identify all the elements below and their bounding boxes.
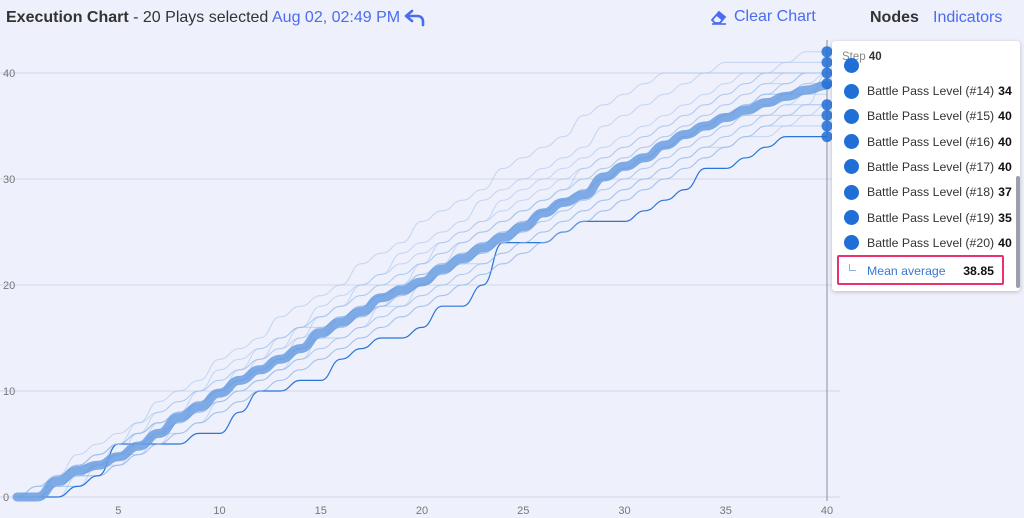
series-line bbox=[16, 72, 827, 498]
mean-average-label: Mean average bbox=[867, 264, 946, 278]
tooltip-row-clipped bbox=[832, 53, 1020, 77]
tab-indicators[interactable]: Indicators bbox=[933, 9, 1003, 26]
clear-chart-button[interactable]: Clear Chart bbox=[710, 8, 816, 26]
y-tick-label: 40 bbox=[3, 68, 15, 80]
series-value: 35 bbox=[998, 210, 1012, 225]
x-tick-label: 5 bbox=[115, 505, 121, 517]
series-line bbox=[17, 72, 828, 498]
tooltip-row: Battle Pass Level (#14) 34 bbox=[832, 79, 1020, 103]
tooltip-row: Battle Pass Level (#18) 37 bbox=[832, 180, 1020, 204]
mean-average-value: 38.85 bbox=[963, 264, 994, 278]
endpoint-marker bbox=[821, 46, 833, 58]
step-cursor[interactable] bbox=[821, 40, 833, 501]
series-value: 40 bbox=[998, 159, 1012, 174]
x-axis-ticks: 5 10 15 20 25 30 35 40 bbox=[115, 505, 833, 517]
y-tick-label: 0 bbox=[3, 492, 9, 504]
series-label: Battle Pass Level (#18) bbox=[867, 185, 995, 200]
tree-elbow-icon bbox=[849, 264, 856, 271]
endpoint-marker bbox=[821, 67, 833, 79]
series-line bbox=[17, 83, 827, 498]
series-label: Battle Pass Level (#15) bbox=[867, 109, 995, 124]
series-label: Battle Pass Level (#14) bbox=[867, 84, 995, 98]
tooltip-row: Battle Pass Level (#20) 40 bbox=[832, 231, 1020, 255]
x-tick-label: 40 bbox=[821, 505, 833, 517]
x-tick-label: 25 bbox=[517, 505, 529, 517]
tooltip-row: Battle Pass Level (#15) 40 bbox=[832, 104, 1020, 128]
plays-selected-text: - 20 Plays selected bbox=[128, 9, 269, 26]
series-dot-icon bbox=[844, 184, 859, 200]
series-dot-icon bbox=[844, 57, 859, 73]
y-axis-ticks: 0 10 20 30 40 bbox=[3, 68, 15, 504]
endpoint-marker bbox=[821, 78, 833, 90]
series-line bbox=[17, 104, 828, 498]
clear-chart-label: Clear Chart bbox=[734, 8, 816, 25]
x-tick-label: 20 bbox=[416, 505, 428, 517]
series-value: 40 bbox=[998, 235, 1012, 250]
tooltip-scrollbar[interactable] bbox=[1016, 176, 1020, 288]
endpoint-marker bbox=[821, 56, 833, 68]
undo-icon[interactable] bbox=[404, 9, 426, 27]
x-tick-label: 15 bbox=[315, 505, 327, 517]
endpoint-marker bbox=[821, 131, 833, 143]
y-tick-label: 30 bbox=[3, 174, 15, 186]
chart-title: Execution Chart - 20 Plays selected bbox=[6, 9, 268, 27]
series-dot-icon bbox=[844, 83, 859, 99]
execution-chart: 0 10 20 30 40 5 10 15 20 25 30 35 40 bbox=[0, 40, 840, 517]
endpoint-marker bbox=[821, 99, 833, 111]
series-dot-icon bbox=[844, 210, 859, 225]
chart-series bbox=[16, 51, 828, 498]
series-line bbox=[16, 61, 827, 498]
series-dot-icon bbox=[844, 108, 859, 124]
series-label: Battle Pass Level (#19) bbox=[867, 210, 995, 225]
series-label: Battle Pass Level (#16) bbox=[867, 134, 995, 149]
tooltip-row: Battle Pass Level (#16) 40 bbox=[832, 130, 1020, 154]
x-tick-label: 10 bbox=[213, 505, 225, 517]
chart-title-main: Execution Chart bbox=[6, 9, 129, 26]
series-line bbox=[17, 104, 828, 498]
timestamp: Aug 02, 02:49 PM bbox=[272, 9, 401, 26]
y-tick-label: 10 bbox=[3, 386, 15, 398]
series-line bbox=[17, 104, 828, 498]
series-dot-icon bbox=[844, 134, 859, 150]
series-line bbox=[16, 125, 827, 498]
series-value: 34 bbox=[998, 84, 1012, 98]
series-dot-icon bbox=[844, 235, 859, 251]
series-value: 40 bbox=[998, 109, 1012, 124]
step-tooltip: Step 40 Battle Pass Level (#14) 34 Battle … bbox=[832, 41, 1020, 291]
y-tick-label: 20 bbox=[3, 280, 15, 292]
eraser-icon bbox=[710, 10, 727, 25]
series-line bbox=[16, 72, 827, 498]
panel-tabs: Nodes Indicators bbox=[855, 0, 1024, 38]
tab-nodes[interactable]: Nodes bbox=[870, 9, 919, 26]
series-dot-icon bbox=[844, 159, 859, 175]
mean-average-row: Mean average 38.85 bbox=[837, 255, 1004, 285]
series-label: Battle Pass Level (#17) bbox=[867, 159, 995, 174]
series-value: 40 bbox=[998, 134, 1012, 149]
series-value: 37 bbox=[998, 185, 1012, 200]
series-line bbox=[17, 83, 828, 498]
series-label: Battle Pass Level (#20) bbox=[867, 235, 995, 250]
chart-header: Execution Chart - 20 Plays selected Aug … bbox=[0, 0, 850, 38]
tooltip-row: Battle Pass Level (#17) 40 bbox=[832, 155, 1020, 179]
endpoint-marker bbox=[821, 109, 833, 121]
step-value: 40 bbox=[868, 51, 882, 63]
tooltip-row: Battle Pass Level (#19) 35 bbox=[832, 206, 1020, 230]
mean-series bbox=[12, 80, 832, 502]
x-tick-label: 35 bbox=[720, 505, 732, 517]
mean-average-line bbox=[12, 80, 832, 502]
x-tick-label: 30 bbox=[618, 505, 630, 517]
series-line bbox=[17, 135, 827, 498]
endpoint-marker bbox=[821, 120, 833, 132]
